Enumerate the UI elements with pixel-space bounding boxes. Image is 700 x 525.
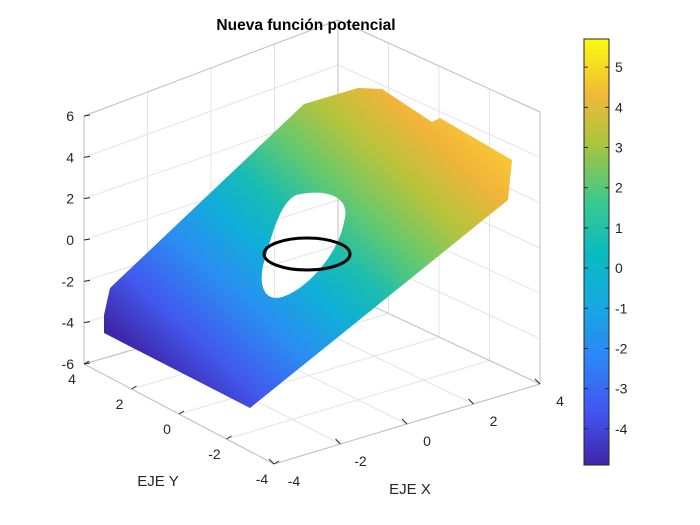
colorbar-tick-label: 5: [615, 59, 623, 75]
chart-title: Nueva función potencial: [216, 17, 395, 34]
z-tick: [83, 197, 91, 200]
colorbar-tick-label: 2: [615, 180, 623, 196]
x-tick-label: 2: [490, 413, 498, 429]
box-edge: [337, 19, 541, 113]
y-tick: [178, 410, 185, 415]
z-tick-label: 2: [66, 191, 74, 207]
y-tick-label: 0: [163, 421, 171, 437]
colorbar-bar: [583, 38, 610, 466]
circle-overlay: [262, 236, 352, 272]
colorbar-tick-label: -4: [615, 421, 628, 437]
z-tick-label: -6: [62, 356, 75, 372]
z-tick-label: -4: [62, 315, 75, 331]
z-tick: [83, 114, 91, 117]
x-tick: [468, 398, 474, 405]
black-circle: [262, 236, 352, 272]
colorbar-tick-label: 1: [615, 220, 623, 236]
z-tick-label: 4: [66, 149, 74, 165]
x-tick-label: -4: [288, 473, 301, 489]
colorbar-tick-label: -2: [615, 340, 628, 356]
z-tick: [83, 155, 91, 158]
colorbar-tick-label: -1: [615, 300, 628, 316]
y-gridline-floor: [226, 360, 490, 440]
x-axis-ticks: -4 -2 0 2 4: [268, 378, 564, 489]
z-tick: [83, 279, 91, 282]
surface-patch: [104, 88, 512, 408]
y-tick: [83, 360, 90, 365]
colorbar: -4 -3 -2 -1 0 1 2 3 4 5: [583, 38, 628, 466]
y-axis-label: EJE Y: [137, 473, 178, 490]
y-axis-ticks: -4 -2 0 2 4: [68, 360, 280, 487]
y-tick-label: -2: [208, 446, 221, 462]
z-tick: [83, 321, 91, 324]
x-tick-label: 4: [556, 393, 564, 409]
x-tick: [401, 418, 408, 425]
y-tick: [226, 435, 232, 440]
x-tick: [534, 378, 541, 385]
colorbar-tick-label: 3: [615, 140, 623, 156]
z-tick-label: 6: [66, 108, 74, 124]
x-tick-label: -2: [354, 453, 367, 469]
colorbar-ticks: -4 -3 -2 -1 0 1 2 3 4 5: [584, 59, 628, 437]
x-tick: [268, 458, 275, 465]
x-axis-label: EJE X: [389, 481, 431, 498]
y-tick-label: 2: [116, 396, 124, 412]
colorbar-tick-label: 0: [615, 260, 623, 276]
colorbar-tick-label: -3: [615, 381, 628, 397]
x-tick: [335, 438, 341, 445]
y-tick: [131, 385, 137, 390]
z-tick-label: -2: [62, 273, 75, 289]
y-tick-label: 4: [68, 371, 76, 387]
y-tick-label: -4: [256, 471, 269, 487]
z-axis-ticks: -6 -4 -2 0 2 4 6: [62, 108, 91, 372]
box-edge: [83, 19, 339, 117]
x-tick-label: 0: [423, 433, 431, 449]
y-tick: [273, 460, 280, 465]
y-gridline-floor: [178, 336, 440, 415]
z-tick-label: 0: [66, 232, 74, 248]
z-tick: [83, 238, 91, 241]
colorbar-tick-label: 4: [615, 99, 623, 115]
potential-surface: [104, 88, 512, 408]
